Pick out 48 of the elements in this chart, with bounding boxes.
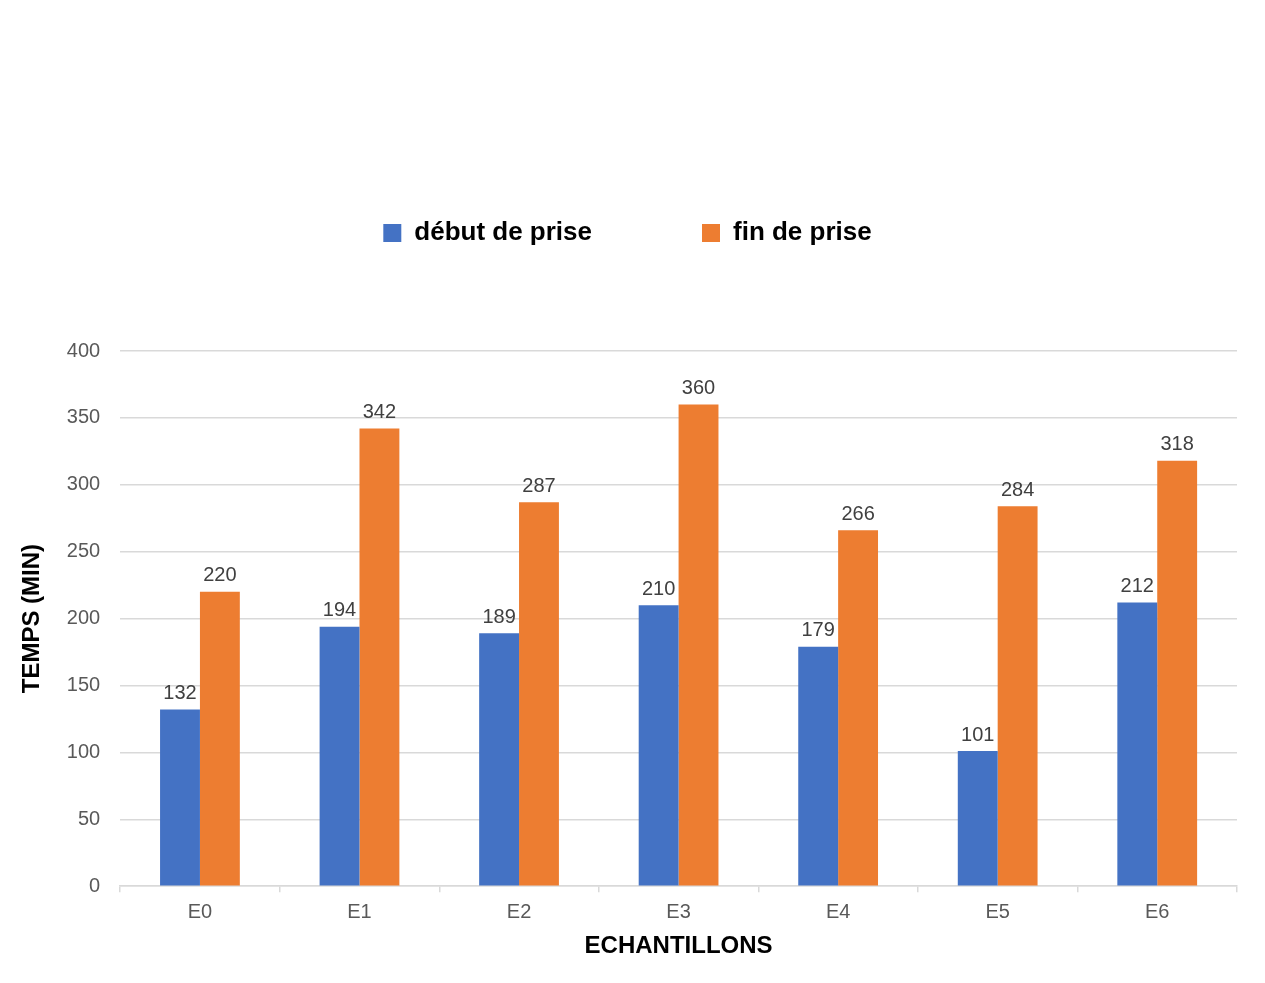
bar xyxy=(519,502,559,886)
y-tick-label: 350 xyxy=(66,405,101,428)
data-label: 284 xyxy=(1000,477,1035,500)
bar xyxy=(957,751,998,886)
data-label: 132 xyxy=(163,681,197,704)
x-tick-label: E2 xyxy=(506,899,532,922)
x-axis-title: ECHANTILLONS xyxy=(584,931,773,959)
data-label: 189 xyxy=(482,604,516,627)
legend-label: début de prise xyxy=(414,216,593,247)
bar xyxy=(199,591,240,886)
x-tick-label: E4 xyxy=(825,899,851,922)
bar xyxy=(319,626,360,886)
bar xyxy=(798,646,839,886)
data-label: 179 xyxy=(801,618,835,641)
x-tick-label: E0 xyxy=(187,899,213,922)
data-label: 287 xyxy=(522,473,556,496)
data-label: 194 xyxy=(322,598,357,621)
bar xyxy=(678,404,719,886)
y-tick-label: 250 xyxy=(66,539,101,562)
data-label: 220 xyxy=(203,563,237,586)
data-label: 212 xyxy=(1120,574,1154,597)
legend-label: fin de prise xyxy=(733,216,872,247)
y-tick-label: 0 xyxy=(89,873,101,896)
data-label: 266 xyxy=(841,501,875,524)
bar xyxy=(638,605,679,886)
data-label: 360 xyxy=(681,376,716,399)
bar xyxy=(838,530,879,886)
bar xyxy=(997,506,1038,886)
x-tick-label: E5 xyxy=(985,899,1010,922)
x-tick-label: E3 xyxy=(666,899,691,922)
data-label: 318 xyxy=(1160,432,1194,455)
y-tick-label: 150 xyxy=(66,673,101,696)
y-axis-title: TEMPS (MIN) xyxy=(17,543,45,694)
data-label: 101 xyxy=(961,722,995,745)
bar xyxy=(1117,602,1158,886)
bar xyxy=(1157,460,1198,886)
bar xyxy=(359,428,400,886)
x-tick-label: E1 xyxy=(347,899,372,922)
y-tick-label: 100 xyxy=(66,739,101,762)
y-tick-label: 400 xyxy=(66,338,101,361)
data-label: 210 xyxy=(641,576,676,599)
y-tick-label: 200 xyxy=(66,606,101,629)
y-tick-label: 50 xyxy=(77,806,101,829)
x-tick-label: E6 xyxy=(1144,899,1170,922)
bar xyxy=(479,633,520,886)
y-tick-label: 300 xyxy=(66,472,101,495)
data-label: 342 xyxy=(362,400,397,423)
bar xyxy=(160,709,200,886)
